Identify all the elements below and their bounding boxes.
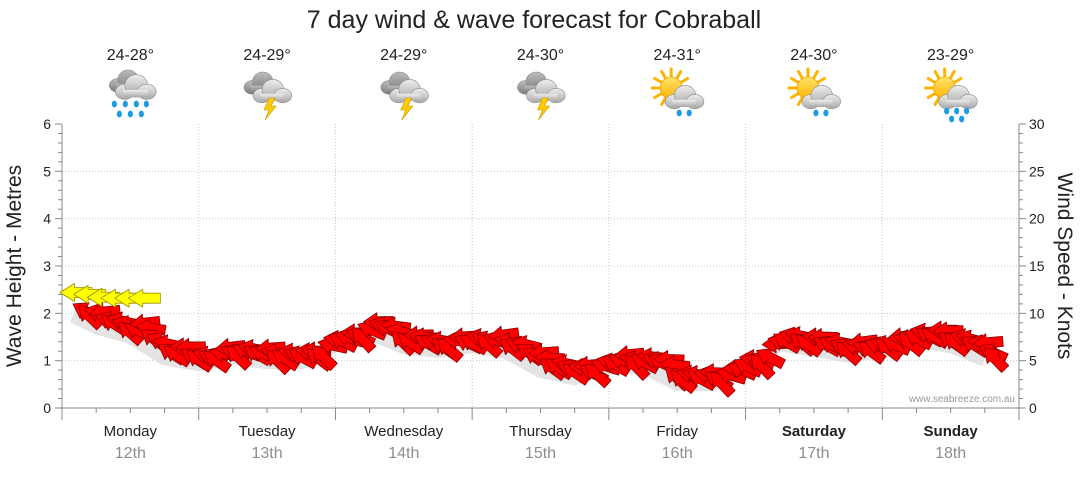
right-tick-label: 25 [1029, 163, 1045, 179]
day-date-label: 16th [662, 445, 693, 462]
day-temperature: 24-30° [517, 47, 564, 64]
sun-cloud-shower-icon [650, 67, 705, 117]
day-temperature: 24-28° [107, 47, 154, 64]
day-temperature: 24-29° [380, 47, 427, 64]
day-date-label: 18th [935, 445, 966, 462]
chart-title: 7 day wind & wave forecast for Cobraball [307, 6, 761, 34]
day-name-label: Saturday [782, 423, 847, 440]
day-name-label: Thursday [509, 423, 572, 440]
left-tick-label: 3 [43, 258, 51, 274]
day-date-label: 13th [252, 445, 283, 462]
sun-cloud-rain-icon [924, 67, 978, 123]
day-date-label: 12th [115, 445, 146, 462]
right-tick-label: 30 [1029, 116, 1045, 132]
day-name-label: Friday [656, 423, 698, 440]
left-tick-label: 1 [43, 353, 51, 369]
rain-cloud-icon [109, 69, 157, 118]
day-date-label: 14th [388, 445, 419, 462]
day-name-label: Wednesday [364, 423, 443, 440]
right-tick-label: 5 [1029, 353, 1037, 369]
day-temperature: 23-29° [927, 47, 974, 64]
left-tick-label: 6 [43, 116, 51, 132]
right-tick-label: 0 [1029, 400, 1037, 416]
left-tick-label: 4 [43, 211, 51, 227]
right-tick-label: 20 [1029, 211, 1045, 227]
right-tick-label: 15 [1029, 258, 1045, 274]
day-temperature: 24-29° [243, 47, 290, 64]
left-tick-label: 5 [43, 163, 51, 179]
day-headers: 24-28° Monday 12th 24-29° Tuesday 13th 24-29° W… [104, 47, 979, 462]
left-tick-label: 0 [43, 400, 51, 416]
right-axis-title: Wind Speed - Knots [1053, 173, 1076, 360]
thunderstorm-icon [380, 71, 429, 121]
day-name-label: Sunday [924, 423, 979, 440]
right-tick-label: 10 [1029, 305, 1045, 321]
plot-grid: 0 1 2 3 4 5 6 0 5 10 15 20 25 30 [43, 116, 1045, 420]
day-temperature: 24-31° [654, 47, 701, 64]
wind-arrow-light [127, 288, 161, 308]
sun-cloud-shower-icon [787, 67, 841, 117]
day-name-label: Monday [104, 423, 158, 440]
thunderstorm-icon [517, 71, 566, 121]
wind-arrow [983, 347, 1010, 373]
day-temperature: 24-30° [790, 47, 837, 64]
wind-arrows [59, 283, 1010, 398]
day-date-label: 17th [798, 445, 829, 462]
thunderstorm-icon [243, 71, 293, 121]
day-date-label: 15th [525, 445, 556, 462]
day-name-label: Tuesday [239, 423, 296, 440]
left-tick-label: 2 [43, 305, 51, 321]
left-axis-title: Wave Height - Metres [3, 165, 26, 367]
watermark: www.seabreeze.com.au [908, 394, 1015, 405]
